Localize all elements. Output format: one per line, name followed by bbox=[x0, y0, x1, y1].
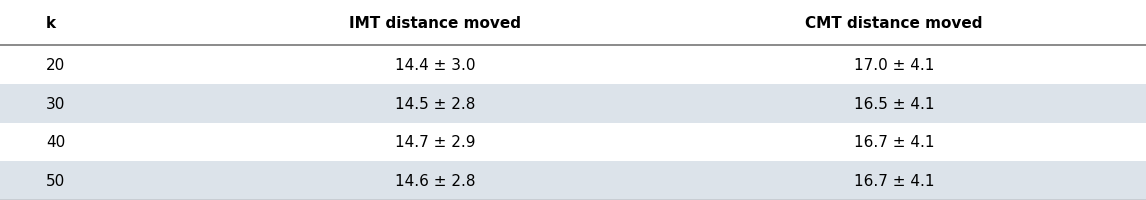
Text: CMT distance moved: CMT distance moved bbox=[806, 16, 982, 30]
Text: 16.7 ± 4.1: 16.7 ± 4.1 bbox=[854, 135, 934, 150]
Text: 14.7 ± 2.9: 14.7 ± 2.9 bbox=[395, 135, 476, 150]
Text: 17.0 ± 4.1: 17.0 ± 4.1 bbox=[854, 58, 934, 73]
Text: IMT distance moved: IMT distance moved bbox=[350, 16, 521, 30]
Bar bbox=[0, 162, 1146, 200]
Bar bbox=[0, 46, 1146, 84]
Text: 14.6 ± 2.8: 14.6 ± 2.8 bbox=[395, 173, 476, 188]
Text: 14.5 ± 2.8: 14.5 ± 2.8 bbox=[395, 96, 476, 111]
Text: 20: 20 bbox=[46, 58, 65, 73]
Bar bbox=[0, 0, 1146, 46]
Text: 14.4 ± 3.0: 14.4 ± 3.0 bbox=[395, 58, 476, 73]
Text: 40: 40 bbox=[46, 135, 65, 150]
Text: 16.5 ± 4.1: 16.5 ± 4.1 bbox=[854, 96, 934, 111]
Text: 16.7 ± 4.1: 16.7 ± 4.1 bbox=[854, 173, 934, 188]
Bar bbox=[0, 84, 1146, 123]
Bar bbox=[0, 123, 1146, 162]
Text: k: k bbox=[46, 16, 56, 30]
Text: 50: 50 bbox=[46, 173, 65, 188]
Text: 30: 30 bbox=[46, 96, 65, 111]
